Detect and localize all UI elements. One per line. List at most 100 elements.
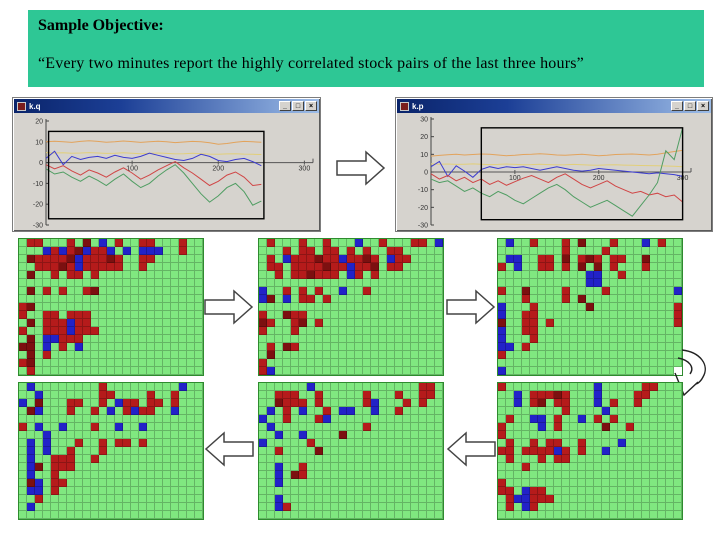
matrix-cell	[546, 327, 554, 335]
matrix-cell	[498, 391, 506, 399]
matrix-cell	[578, 415, 586, 423]
matrix-cell	[506, 335, 514, 343]
titlebar-kq[interactable]: k.q _ □ ×	[14, 99, 319, 113]
matrix-cell	[514, 319, 522, 327]
minimize-button[interactable]: _	[279, 101, 291, 111]
matrix-cell	[275, 279, 283, 287]
matrix-cell	[259, 367, 267, 375]
matrix-cell	[91, 295, 99, 303]
close-button[interactable]: ×	[697, 101, 709, 111]
matrix-cell	[283, 287, 291, 295]
matrix-cell	[602, 335, 610, 343]
matrix-cell	[187, 391, 195, 399]
matrix-cell	[331, 447, 339, 455]
matrix-cell	[35, 287, 43, 295]
matrix-cell	[315, 319, 323, 327]
matrix-cell	[195, 471, 203, 479]
matrix-cell	[331, 367, 339, 375]
matrix-cell	[339, 415, 347, 423]
matrix-cell	[43, 343, 51, 351]
matrix-cell	[363, 367, 371, 375]
matrix-cell	[642, 431, 650, 439]
matrix-cell	[586, 327, 594, 335]
matrix-cell	[610, 447, 618, 455]
maximize-button[interactable]: □	[292, 101, 304, 111]
matrix-cell	[618, 415, 626, 423]
matrix-cell	[283, 399, 291, 407]
matrix-cell	[259, 255, 267, 263]
matrix-cell	[91, 503, 99, 511]
matrix-cell	[538, 439, 546, 447]
matrix-cell	[259, 287, 267, 295]
matrix-cell	[43, 303, 51, 311]
matrix-cell	[307, 239, 315, 247]
matrix-cell	[666, 263, 674, 271]
matrix-cell	[411, 303, 419, 311]
matrix-cell	[347, 487, 355, 495]
matrix-cell	[59, 455, 67, 463]
matrix-cell	[506, 351, 514, 359]
matrix-cell	[419, 383, 427, 391]
matrix-cell	[67, 303, 75, 311]
matrix-cell	[530, 239, 538, 247]
titlebar-kp[interactable]: k.p _ □ ×	[397, 99, 711, 113]
matrix-cell	[379, 303, 387, 311]
matrix-cell	[51, 447, 59, 455]
matrix-cell	[546, 399, 554, 407]
matrix-cell	[570, 479, 578, 487]
matrix-cell	[514, 383, 522, 391]
matrix-cell	[403, 343, 411, 351]
matrix-cell	[514, 279, 522, 287]
matrix-cell	[315, 295, 323, 303]
close-button[interactable]: ×	[305, 101, 317, 111]
matrix-cell	[666, 239, 674, 247]
matrix-cell	[67, 327, 75, 335]
maximize-button[interactable]: □	[684, 101, 696, 111]
matrix-cell	[83, 319, 91, 327]
matrix-cell	[347, 415, 355, 423]
matrix-cell	[514, 415, 522, 423]
matrix-cell	[131, 399, 139, 407]
matrix-cell	[75, 495, 83, 503]
matrix-cell	[155, 327, 163, 335]
matrix-cell	[123, 287, 131, 295]
matrix-cell	[139, 255, 147, 263]
matrix-cell	[163, 463, 171, 471]
matrix-cell	[163, 359, 171, 367]
matrix-cell	[594, 479, 602, 487]
matrix-cell	[163, 351, 171, 359]
matrix-cell	[379, 271, 387, 279]
minimize-button[interactable]: _	[671, 101, 683, 111]
matrix-cell	[674, 319, 682, 327]
matrix-cell	[578, 239, 586, 247]
matrix-cell	[435, 271, 443, 279]
matrix-cell	[347, 383, 355, 391]
matrix-cell	[618, 455, 626, 463]
matrix-cell	[658, 255, 666, 263]
matrix-cell	[514, 239, 522, 247]
matrix-cell	[115, 407, 123, 415]
matrix-cell	[139, 247, 147, 255]
matrix-cell	[395, 391, 403, 399]
matrix-cell	[530, 367, 538, 375]
matrix-cell	[674, 343, 682, 351]
matrix-cell	[626, 391, 634, 399]
matrix-cell	[355, 367, 363, 375]
matrix-cell	[43, 423, 51, 431]
matrix-cell	[67, 415, 75, 423]
matrix-cell	[91, 439, 99, 447]
matrix-cell	[187, 503, 195, 511]
matrix-cell	[666, 367, 674, 375]
matrix-cell	[538, 367, 546, 375]
matrix-cell	[419, 455, 427, 463]
matrix-cell	[642, 271, 650, 279]
matrix-cell	[554, 479, 562, 487]
matrix-cell	[179, 383, 187, 391]
matrix-cell	[139, 399, 147, 407]
matrix-cell	[506, 487, 514, 495]
matrix-cell	[554, 263, 562, 271]
matrix-cell	[115, 447, 123, 455]
matrix-cell	[387, 239, 395, 247]
matrix-cell	[19, 327, 27, 335]
matrix-cell	[586, 391, 594, 399]
